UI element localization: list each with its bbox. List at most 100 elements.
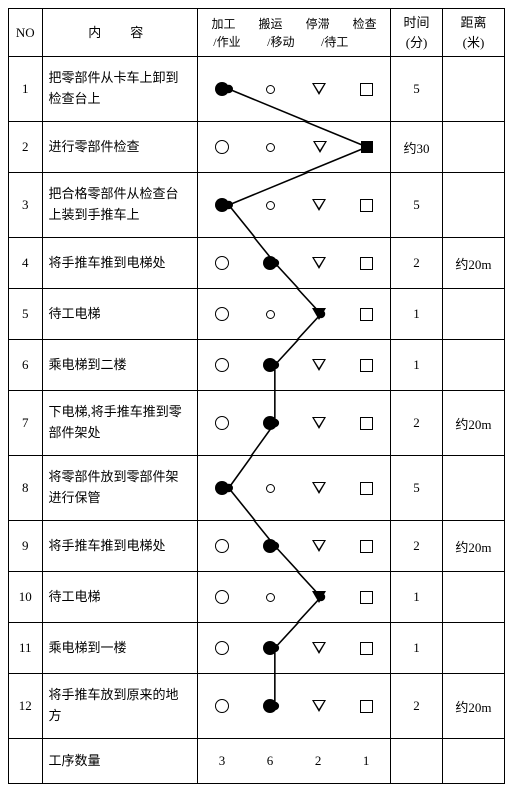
- row-time: 1: [391, 572, 443, 623]
- symbol-transport-icon: [263, 358, 277, 372]
- hdr-sym-proc: 加工: [212, 15, 236, 33]
- row-dist: [442, 173, 504, 238]
- row-dist: [442, 340, 504, 391]
- symbol-inspect-icon: [360, 199, 373, 212]
- process-row: 2进行零部件检查约30: [9, 122, 505, 173]
- row-symbols: [198, 391, 391, 456]
- row-no: 8: [9, 456, 43, 521]
- symbol-transport-icon: [263, 416, 277, 430]
- symbol-transport-icon: [266, 593, 275, 602]
- row-no: 5: [9, 289, 43, 340]
- symbol-inspect-icon: [360, 417, 373, 430]
- row-symbols: [198, 340, 391, 391]
- row-desc: 将手推车推到电梯处: [42, 238, 198, 289]
- process-chart: NO 内 容 加工 搬运 停滞 检查 /作业 /移动 /待工 时间(分): [8, 8, 505, 784]
- row-no: 11: [9, 623, 43, 674]
- symbol-transport-icon: [263, 256, 277, 270]
- hdr-sym-trans: 搬运: [259, 15, 283, 33]
- row-dist: 约20m: [442, 674, 504, 739]
- hdr-dist: 距离(米): [442, 9, 504, 57]
- row-desc: 将手推车放到原来的地方: [42, 674, 198, 739]
- totals-counts: 3621: [198, 739, 391, 784]
- symbol-processing-icon: [215, 481, 229, 495]
- symbol-inspect-icon: [360, 591, 373, 604]
- symbol-delay-icon: [312, 700, 326, 712]
- symbol-processing-icon: [215, 641, 229, 655]
- symbol-inspect-icon: [360, 83, 373, 96]
- row-time: 5: [391, 57, 443, 122]
- symbol-inspect-icon: [360, 642, 373, 655]
- row-time: 2: [391, 238, 443, 289]
- row-desc: 下电梯,将手推车推到零部件架处: [42, 391, 198, 456]
- row-dist: 约20m: [442, 391, 504, 456]
- symbol-delay-icon: [312, 540, 326, 552]
- row-symbols: [198, 57, 391, 122]
- hdr-no: NO: [9, 9, 43, 57]
- totals-row: 工序数量3621: [9, 739, 505, 784]
- row-no: 9: [9, 521, 43, 572]
- symbol-inspect-icon: [360, 308, 373, 321]
- symbol-processing-icon: [215, 699, 229, 713]
- symbol-transport-icon: [266, 310, 275, 319]
- row-desc: 乘电梯到一楼: [42, 623, 198, 674]
- row-time: 1: [391, 289, 443, 340]
- symbol-delay-icon: [312, 359, 326, 371]
- row-desc: 待工电梯: [42, 572, 198, 623]
- symbol-processing-icon: [215, 256, 229, 270]
- symbol-inspect-icon: [360, 700, 373, 713]
- symbol-transport-icon: [263, 539, 277, 553]
- process-row: 1把零部件从卡车上卸到检查台上5: [9, 57, 505, 122]
- row-desc: 进行零部件检查: [42, 122, 198, 173]
- symbol-delay-icon: [312, 83, 326, 95]
- symbol-processing-icon: [215, 82, 229, 96]
- totals-count: 1: [363, 753, 370, 769]
- row-symbols: [198, 289, 391, 340]
- row-time: 2: [391, 521, 443, 572]
- process-row: 7下电梯,将手推车推到零部件架处2约20m: [9, 391, 505, 456]
- symbol-transport-icon: [263, 641, 277, 655]
- symbol-delay-icon: [312, 308, 326, 320]
- row-no: 7: [9, 391, 43, 456]
- process-row: 3把合格零部件从检查台上装到手推车上5: [9, 173, 505, 238]
- hdr-sym-proc-sub: /作业: [213, 33, 240, 51]
- symbol-inspect-icon: [360, 257, 373, 270]
- symbol-transport-icon: [266, 484, 275, 493]
- symbol-transport-icon: [266, 85, 275, 94]
- row-dist: [442, 572, 504, 623]
- symbol-processing-icon: [215, 198, 229, 212]
- symbol-processing-icon: [215, 539, 229, 553]
- row-no: 12: [9, 674, 43, 739]
- totals-label: 工序数量: [42, 739, 198, 784]
- row-symbols: [198, 572, 391, 623]
- symbol-inspect-icon: [361, 141, 373, 153]
- row-symbols: [198, 238, 391, 289]
- totals-count: 3: [219, 753, 226, 769]
- totals-time: [391, 739, 443, 784]
- symbol-inspect-icon: [360, 359, 373, 372]
- process-body: 1把零部件从卡车上卸到检查台上52进行零部件检查约303把合格零部件从检查台上装…: [9, 57, 505, 784]
- hdr-sym-delay: 停滞: [306, 15, 330, 33]
- row-dist: 约20m: [442, 521, 504, 572]
- row-no: 6: [9, 340, 43, 391]
- row-time: 5: [391, 456, 443, 521]
- symbol-inspect-icon: [360, 540, 373, 553]
- row-no: 4: [9, 238, 43, 289]
- row-time: 1: [391, 340, 443, 391]
- hdr-time: 时间(分): [391, 9, 443, 57]
- row-dist: [442, 456, 504, 521]
- row-no: 3: [9, 173, 43, 238]
- hdr-sym-inspect: 检查: [353, 15, 377, 33]
- row-dist: [442, 57, 504, 122]
- row-symbols: [198, 623, 391, 674]
- hdr-symbols: 加工 搬运 停滞 检查 /作业 /移动 /待工: [198, 9, 391, 57]
- row-desc: 乘电梯到二楼: [42, 340, 198, 391]
- hdr-desc: 内 容: [42, 9, 198, 57]
- row-dist: 约20m: [442, 238, 504, 289]
- process-row: 8将零部件放到零部件架进行保管5: [9, 456, 505, 521]
- symbol-processing-icon: [215, 307, 229, 321]
- symbol-processing-icon: [215, 416, 229, 430]
- row-dist: [442, 623, 504, 674]
- symbol-delay-icon: [312, 199, 326, 211]
- process-row: 11乘电梯到一楼1: [9, 623, 505, 674]
- row-no: 10: [9, 572, 43, 623]
